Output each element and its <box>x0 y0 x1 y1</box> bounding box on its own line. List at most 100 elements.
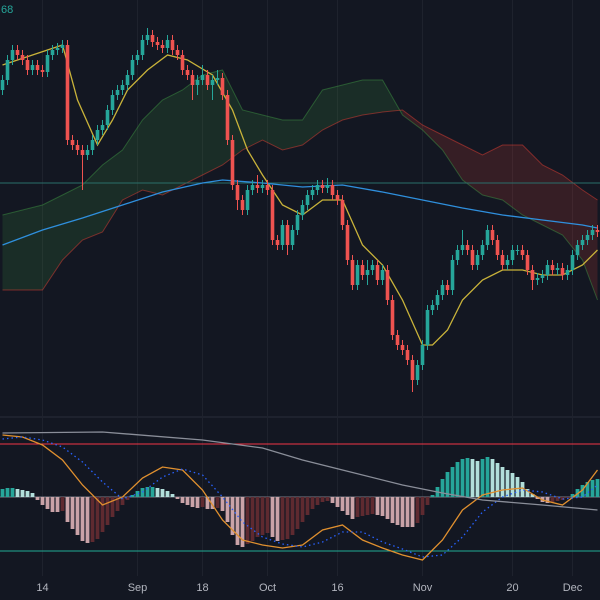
histogram-bar <box>305 497 310 515</box>
cloud-fill <box>542 165 563 235</box>
histogram-bar <box>150 487 155 497</box>
candle-body <box>285 225 290 245</box>
histogram-bar <box>450 467 455 497</box>
x-tick-label: Dec <box>563 582 583 594</box>
histogram-bar <box>0 489 5 497</box>
candle-body <box>555 268 560 270</box>
candle-body <box>115 90 120 95</box>
candle-body <box>335 195 340 200</box>
histogram-bar <box>470 459 475 497</box>
candle-body <box>475 255 480 265</box>
candle-body <box>300 205 305 215</box>
candle-body <box>445 285 450 290</box>
candle-body <box>595 230 600 232</box>
candle-body <box>195 80 200 85</box>
histogram-bar <box>595 479 600 497</box>
histogram-bar <box>45 497 50 509</box>
histogram-bar <box>225 497 230 522</box>
histogram-bar <box>555 497 560 501</box>
histogram-bar <box>75 497 80 535</box>
histogram-bar <box>440 479 445 497</box>
histogram-bar <box>430 495 435 497</box>
histogram-bar <box>320 497 325 502</box>
histogram-bar <box>115 497 120 511</box>
histogram-bar <box>250 497 255 541</box>
candle-body <box>370 265 375 270</box>
x-tick-label: 18 <box>196 582 208 594</box>
candle-body <box>295 215 300 230</box>
histogram-bar <box>20 490 25 497</box>
candle-body <box>270 190 275 240</box>
histogram-bar <box>205 497 210 509</box>
histogram-bar <box>375 497 380 515</box>
histogram-bar <box>505 470 510 497</box>
histogram-bar <box>400 497 405 527</box>
candle-body <box>570 255 575 270</box>
histogram-bar <box>385 497 390 519</box>
cloud-fill <box>122 120 143 200</box>
candle-body <box>340 200 345 225</box>
candle-body <box>310 190 315 195</box>
histogram-bar <box>270 497 275 537</box>
candle-body <box>510 250 515 260</box>
histogram-bar <box>500 467 505 497</box>
candle-body <box>35 65 40 70</box>
histogram-bar <box>160 489 165 497</box>
cloud-fill <box>482 145 503 200</box>
candle-body <box>90 140 95 150</box>
histogram-bar <box>325 497 330 501</box>
histogram-bar <box>195 497 200 508</box>
histogram-bar <box>30 493 35 497</box>
candle-body <box>435 295 440 305</box>
candle-body <box>200 75 205 80</box>
candle-body <box>350 260 355 285</box>
cloud-fill <box>582 190 598 300</box>
candle-body <box>45 55 50 72</box>
cloud-fill <box>142 100 163 195</box>
histogram-bar <box>120 497 125 505</box>
candle-body <box>30 65 35 70</box>
candle-body <box>280 225 285 245</box>
candle-body <box>205 75 210 85</box>
histogram-bar <box>585 482 590 497</box>
cloud-fill <box>242 110 263 150</box>
cloud-fill <box>342 80 363 120</box>
candle-body <box>520 250 525 255</box>
cloud-fill <box>162 90 183 195</box>
histogram-bar <box>530 494 535 497</box>
candle-body <box>95 130 100 140</box>
cloud-fill <box>82 165 103 240</box>
indicator-line <box>2 179 598 246</box>
histogram-bar <box>520 482 525 497</box>
histogram-bar <box>495 463 500 497</box>
histogram-bar <box>485 457 490 497</box>
candle-body <box>345 225 350 260</box>
x-tick-label: Nov <box>413 582 433 594</box>
candle-body <box>480 245 485 255</box>
candle-body <box>75 145 80 150</box>
candle-body <box>130 60 135 75</box>
histogram-bar <box>220 497 225 511</box>
histogram-bar <box>90 497 95 542</box>
candle-body <box>460 245 465 250</box>
candle-body <box>160 45 165 48</box>
candle-body <box>190 75 195 85</box>
histogram-bar <box>285 497 290 539</box>
candle-body <box>410 360 415 380</box>
candle-body <box>55 48 60 50</box>
cloud-fill <box>442 135 463 180</box>
candle-body <box>315 185 320 190</box>
histogram-bar <box>105 497 110 525</box>
candle-body <box>145 35 150 40</box>
histogram-bar <box>215 497 220 508</box>
histogram-bar <box>25 491 30 497</box>
candle-body <box>25 60 30 70</box>
histogram-bar <box>85 497 90 543</box>
histogram-bar <box>180 497 185 503</box>
candle-body <box>185 70 190 75</box>
candle-body <box>380 270 385 280</box>
histogram-bar <box>395 497 400 525</box>
candle-body <box>140 40 145 55</box>
candle-body <box>495 240 500 255</box>
